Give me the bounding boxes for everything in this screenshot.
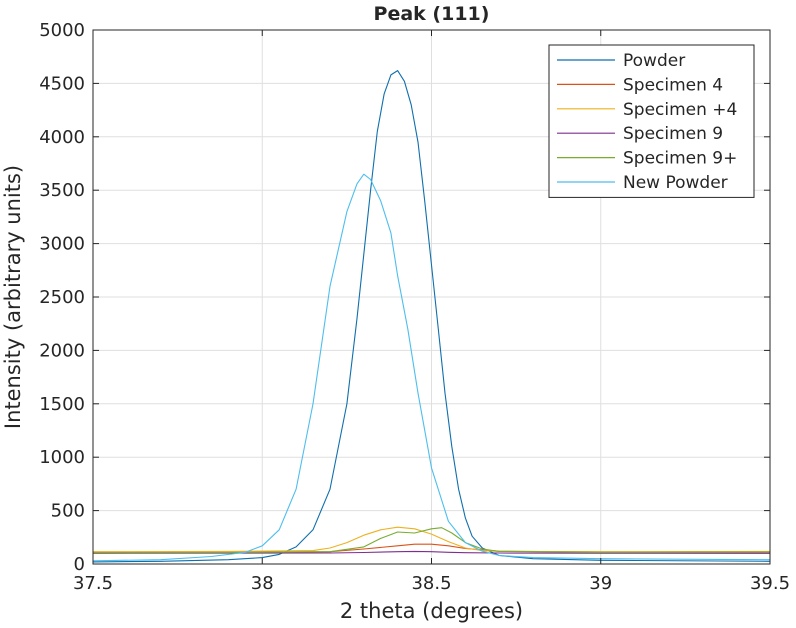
legend-label: Specimen 9+: [623, 149, 737, 169]
series-line-3: [92, 550, 771, 554]
x-tick-label: 38.5: [411, 573, 451, 594]
legend-label: Specimen 4: [623, 75, 723, 95]
legend-label: Specimen +4: [623, 100, 737, 120]
y-tick-label: 0: [74, 554, 85, 575]
y-tick-label: 3000: [39, 234, 85, 255]
y-tick-label: 1000: [39, 447, 85, 468]
legend-label: New Powder: [623, 173, 728, 193]
x-tick-label: 39: [589, 573, 612, 594]
series-line-0: [92, 70, 771, 563]
series-lines: [92, 70, 771, 563]
legend-label: Specimen 9: [623, 124, 723, 144]
y-tick-label: 4000: [39, 127, 85, 148]
x-tick-label: 39.5: [750, 573, 790, 594]
y-axis-label: Intensity (arbitrary units): [1, 165, 25, 429]
series-line-2: [92, 526, 771, 553]
axis-ticks: 37.5 38 38.5 39 39.5 0 500 1000 1500 2000 2500 3000…: [39, 20, 790, 594]
x-tick-label: 37.5: [73, 573, 113, 594]
y-tick-label: 2500: [39, 287, 85, 308]
legend-box: [548, 44, 755, 198]
x-axis-label: 2 theta (degrees): [340, 599, 523, 623]
series-line-4: [92, 527, 771, 554]
chart-title: Peak (111): [374, 3, 490, 25]
y-tick-label: 4500: [39, 73, 85, 94]
y-tick-label: 1500: [39, 394, 85, 415]
y-tick-label: 2000: [39, 340, 85, 361]
legend-label: Powder: [623, 51, 685, 71]
y-tick-label: 3500: [39, 180, 85, 201]
legend: Powder Specimen 4 Specimen +4 Specimen 9 Spe…: [548, 44, 755, 198]
y-tick-label: 5000: [39, 20, 85, 41]
x-tick-label: 38: [251, 573, 274, 594]
y-tick-label: 500: [51, 501, 85, 522]
series-line-5: [92, 173, 771, 562]
